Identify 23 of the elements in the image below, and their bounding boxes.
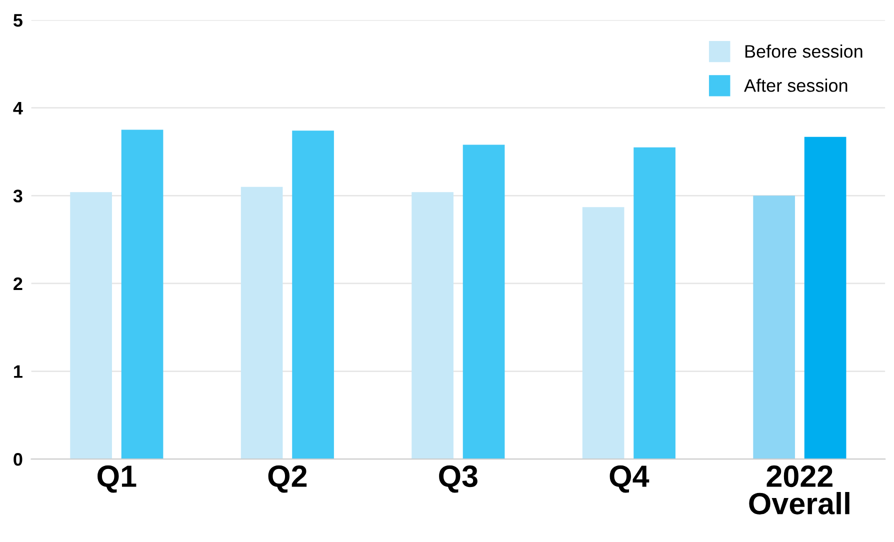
bar xyxy=(634,147,676,460)
legend-label: After session xyxy=(744,78,848,92)
y-tick-label: 5 xyxy=(13,14,22,27)
bar xyxy=(412,192,454,460)
bar xyxy=(240,186,283,460)
x-tick-label: Q3 xyxy=(439,465,478,493)
x-tick-label: 2022 Overall xyxy=(749,465,850,514)
bar xyxy=(753,196,795,460)
x-tick-label: Q2 xyxy=(268,465,307,493)
y-tick-label: 3 xyxy=(13,190,22,202)
bar xyxy=(70,192,112,460)
y-tick-label: 2 xyxy=(14,277,22,290)
x-tick-label: Q1 xyxy=(98,465,136,493)
bar xyxy=(582,207,624,460)
bar xyxy=(292,130,334,460)
x-tick-label: Q4 xyxy=(610,465,650,493)
y-tick-label: 0 xyxy=(14,453,22,466)
legend-label: Before session xyxy=(745,44,862,58)
bar xyxy=(462,144,505,460)
bar xyxy=(804,136,846,460)
y-tick-label: 1 xyxy=(14,365,22,378)
y-tick-label: 4 xyxy=(13,102,23,114)
bar xyxy=(121,130,164,460)
